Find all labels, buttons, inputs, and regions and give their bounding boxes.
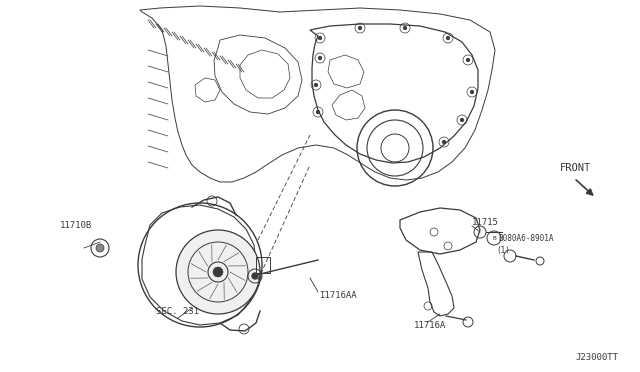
Text: I1716AA: I1716AA	[319, 292, 357, 301]
Circle shape	[442, 140, 446, 144]
Circle shape	[316, 110, 320, 114]
Circle shape	[318, 36, 322, 40]
Circle shape	[403, 26, 407, 30]
Circle shape	[176, 230, 260, 314]
Circle shape	[446, 36, 450, 40]
Circle shape	[460, 118, 464, 122]
Circle shape	[314, 83, 318, 87]
Circle shape	[466, 58, 470, 62]
Text: J23000TT: J23000TT	[575, 353, 618, 362]
Text: FRONT: FRONT	[560, 163, 591, 173]
Text: B: B	[492, 235, 496, 241]
Text: 11715: 11715	[472, 218, 499, 227]
Circle shape	[318, 56, 322, 60]
Circle shape	[96, 244, 104, 252]
Circle shape	[252, 273, 258, 279]
Circle shape	[213, 267, 223, 277]
Circle shape	[470, 90, 474, 94]
Circle shape	[358, 26, 362, 30]
Text: SEC. 231: SEC. 231	[157, 308, 200, 317]
Text: B080A6-8901A: B080A6-8901A	[498, 234, 554, 243]
Text: (1): (1)	[496, 246, 510, 254]
Text: 11710B: 11710B	[60, 221, 92, 230]
Text: 11716A: 11716A	[414, 321, 446, 330]
